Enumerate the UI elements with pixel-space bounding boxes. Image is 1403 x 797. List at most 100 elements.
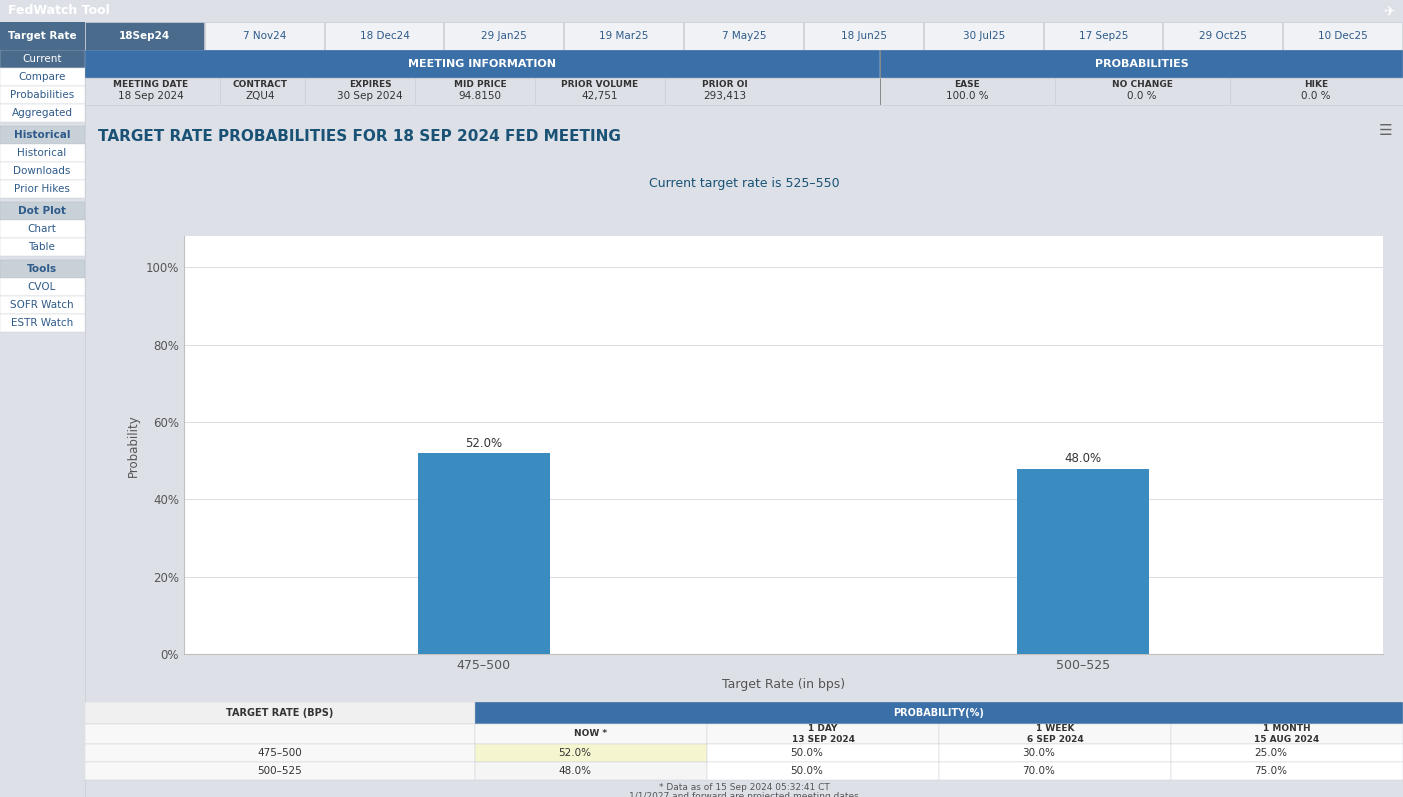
Bar [0, 296, 86, 314]
Text: ZQU4: ZQU4 [246, 91, 275, 101]
Text: 48.0%: 48.0% [558, 766, 591, 776]
Bar [1163, 22, 1282, 50]
Bar [685, 22, 803, 50]
Bar [86, 724, 476, 744]
Text: Q: Q [1298, 355, 1364, 429]
Bar [86, 22, 203, 50]
Text: 75.0%: 75.0% [1254, 766, 1287, 776]
Text: Downloads: Downloads [13, 166, 70, 176]
Bar [707, 724, 939, 744]
Bar [0, 278, 86, 296]
Text: Current: Current [22, 54, 62, 64]
Text: 70.0%: 70.0% [1023, 766, 1055, 776]
Bar [1172, 762, 1403, 780]
Bar [939, 724, 1172, 744]
Text: 18Sep24: 18Sep24 [119, 31, 171, 41]
Text: 18 Jun25: 18 Jun25 [840, 31, 887, 41]
Bar [0, 104, 86, 122]
Text: NOW *: NOW * [574, 729, 607, 739]
Text: ESTR Watch: ESTR Watch [11, 318, 73, 328]
Bar [0, 50, 86, 68]
Text: HIKE: HIKE [1303, 80, 1329, 89]
Text: 25.0%: 25.0% [1254, 748, 1287, 758]
Text: Historical: Historical [14, 130, 70, 140]
Bar [86, 744, 476, 762]
Text: MEETING DATE: MEETING DATE [114, 80, 188, 89]
Text: CONTRACT: CONTRACT [233, 80, 288, 89]
Text: 50.0%: 50.0% [790, 748, 824, 758]
Bar [86, 762, 476, 780]
Bar [86, 50, 880, 78]
Bar [0, 144, 86, 162]
Bar [707, 762, 939, 780]
Text: Historical: Historical [17, 148, 66, 158]
Bar [0, 238, 86, 256]
Text: Prior Hikes: Prior Hikes [14, 184, 70, 194]
Text: ✈: ✈ [1383, 4, 1395, 18]
Bar [1172, 724, 1403, 744]
Bar [939, 744, 1172, 762]
Text: NO CHANGE: NO CHANGE [1111, 80, 1173, 89]
Bar [476, 702, 1403, 724]
Bar [939, 762, 1172, 780]
Bar [476, 762, 707, 780]
Bar [707, 744, 939, 762]
Text: 1 WEEK
6 SEP 2024: 1 WEEK 6 SEP 2024 [1027, 724, 1083, 744]
Text: Chart: Chart [28, 224, 56, 234]
X-axis label: Target Rate (in bps): Target Rate (in bps) [723, 677, 845, 691]
Bar [205, 22, 324, 50]
Bar [0, 180, 86, 198]
Bar [0, 202, 86, 220]
Text: 293,413: 293,413 [703, 91, 746, 101]
Bar [1017, 469, 1149, 654]
Bar [0, 314, 86, 332]
Text: Tools: Tools [27, 264, 58, 274]
Text: EXPIRES: EXPIRES [349, 80, 391, 89]
Bar [476, 724, 707, 744]
Text: PROBABILITY(%): PROBABILITY(%) [894, 708, 985, 718]
Text: PROBABILITIES: PROBABILITIES [1094, 59, 1188, 69]
Text: 10 Dec25: 10 Dec25 [1319, 31, 1368, 41]
Bar [0, 220, 86, 238]
Text: 0.0 %: 0.0 % [1127, 91, 1156, 101]
Text: PRIOR OI: PRIOR OI [702, 80, 748, 89]
Bar [564, 22, 683, 50]
Text: PRIOR VOLUME: PRIOR VOLUME [561, 80, 638, 89]
Text: 30.0%: 30.0% [1023, 748, 1055, 758]
Text: 48.0%: 48.0% [1065, 453, 1101, 465]
Bar [923, 22, 1042, 50]
Text: Table: Table [28, 242, 56, 252]
Text: TARGET RATE PROBABILITIES FOR 18 SEP 2024 FED MEETING: TARGET RATE PROBABILITIES FOR 18 SEP 202… [98, 129, 622, 144]
Bar [324, 22, 443, 50]
Text: 1 MONTH
15 AUG 2024: 1 MONTH 15 AUG 2024 [1254, 724, 1320, 744]
Text: 50.0%: 50.0% [790, 766, 824, 776]
Bar [0, 126, 86, 144]
Text: 1/1/2027 and forward are projected meeting dates: 1/1/2027 and forward are projected meeti… [629, 792, 859, 797]
Text: * Data as of 15 Sep 2024 05:32:41 CT: * Data as of 15 Sep 2024 05:32:41 CT [658, 783, 829, 792]
Text: Compare: Compare [18, 72, 66, 82]
Text: TARGET RATE (BPS): TARGET RATE (BPS) [226, 708, 334, 718]
Text: Target Rate: Target Rate [7, 31, 76, 41]
Bar [804, 22, 923, 50]
Text: SOFR Watch: SOFR Watch [10, 300, 74, 310]
Text: 7 Nov24: 7 Nov24 [243, 31, 286, 41]
Bar [86, 702, 476, 724]
Text: 7 May25: 7 May25 [721, 31, 766, 41]
Text: EASE: EASE [954, 80, 979, 89]
Y-axis label: Probability: Probability [128, 414, 140, 477]
Text: 29 Jan25: 29 Jan25 [481, 31, 528, 41]
Text: 475–500: 475–500 [258, 748, 303, 758]
Bar [0, 68, 86, 86]
Bar [880, 50, 1403, 78]
Bar [0, 86, 86, 104]
Bar [418, 453, 550, 654]
Text: 29 Oct25: 29 Oct25 [1200, 31, 1247, 41]
Text: 500–525: 500–525 [258, 766, 303, 776]
Text: 94.8150: 94.8150 [459, 91, 501, 101]
Text: 52.0%: 52.0% [558, 748, 591, 758]
Bar [476, 744, 707, 762]
Bar [445, 22, 563, 50]
Text: 52.0%: 52.0% [466, 437, 502, 450]
Bar [0, 22, 86, 50]
Text: Dot Plot: Dot Plot [18, 206, 66, 216]
